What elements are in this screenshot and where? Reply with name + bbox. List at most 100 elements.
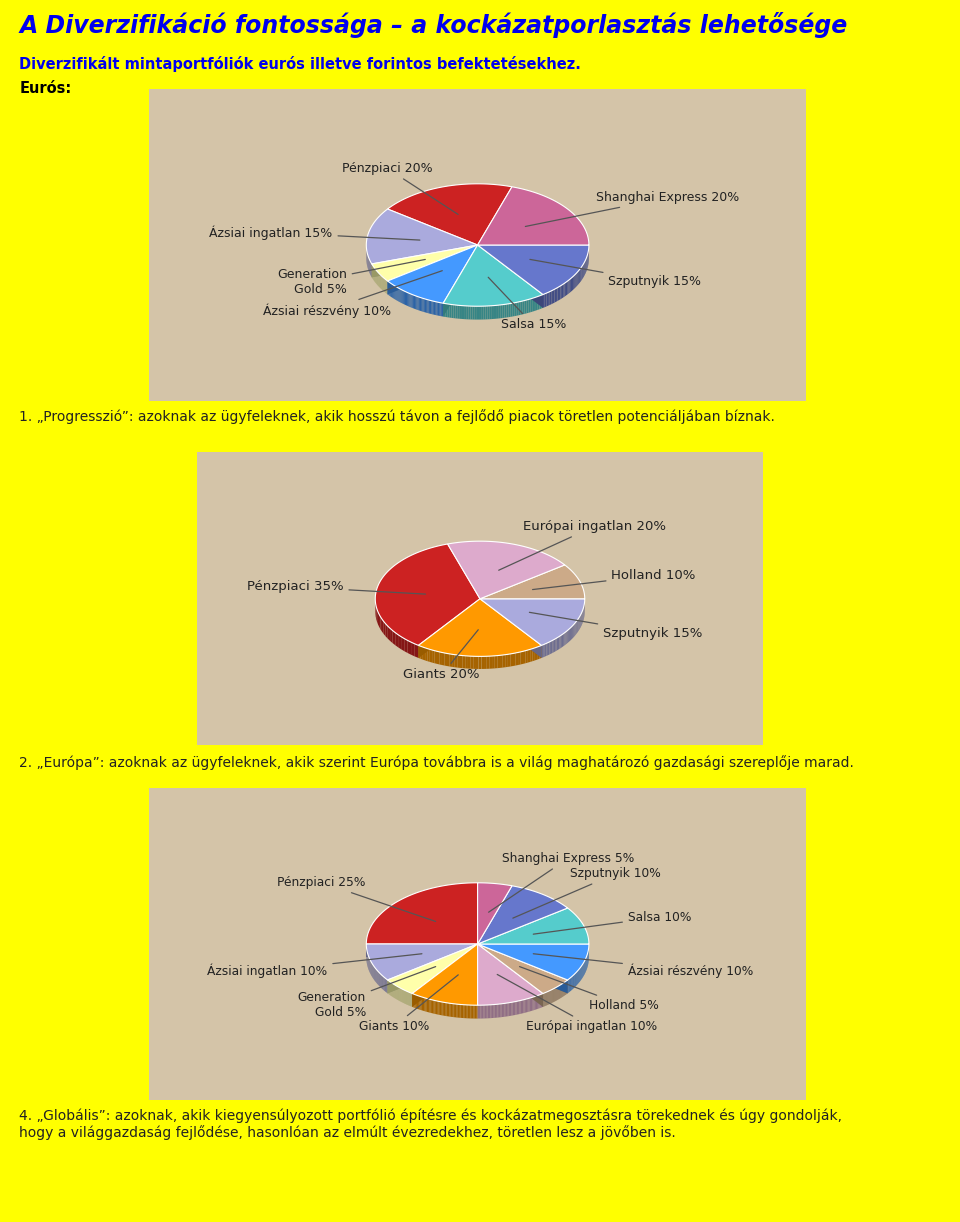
Polygon shape	[397, 287, 398, 302]
Polygon shape	[411, 643, 415, 656]
Polygon shape	[490, 306, 492, 319]
Polygon shape	[475, 307, 477, 320]
Polygon shape	[531, 997, 532, 1011]
Polygon shape	[419, 599, 480, 657]
Polygon shape	[515, 302, 516, 316]
Polygon shape	[518, 1001, 519, 1014]
Polygon shape	[367, 209, 478, 264]
Text: 2. „Európa”: azoknak az ügyfeleknek, akik szerint Európa továbbra is a világ mag: 2. „Európa”: azoknak az ügyfeleknek, aki…	[19, 755, 854, 770]
Polygon shape	[519, 1001, 520, 1014]
Polygon shape	[400, 290, 401, 303]
Polygon shape	[540, 645, 541, 659]
Polygon shape	[467, 1004, 468, 1018]
Polygon shape	[382, 620, 384, 634]
Polygon shape	[433, 1000, 435, 1014]
Polygon shape	[549, 642, 551, 655]
Polygon shape	[472, 1006, 473, 1018]
Polygon shape	[509, 303, 511, 318]
Text: 4. „Globális”: azoknak, akik kiegyensúlyozott portfólió építésre és kockázatmego: 4. „Globális”: azoknak, akik kiegyensúly…	[19, 1108, 842, 1140]
Polygon shape	[422, 298, 423, 312]
Polygon shape	[502, 304, 504, 318]
Polygon shape	[444, 653, 447, 666]
Polygon shape	[388, 943, 478, 993]
Polygon shape	[520, 1000, 522, 1014]
Polygon shape	[442, 303, 444, 316]
Polygon shape	[567, 280, 568, 295]
Polygon shape	[415, 296, 417, 309]
Polygon shape	[396, 633, 398, 648]
Polygon shape	[427, 299, 429, 313]
Polygon shape	[393, 631, 396, 645]
Polygon shape	[571, 277, 572, 292]
Polygon shape	[396, 287, 397, 301]
Polygon shape	[434, 302, 435, 315]
Polygon shape	[430, 301, 431, 314]
Polygon shape	[417, 995, 419, 1009]
Polygon shape	[419, 996, 420, 1009]
Polygon shape	[388, 244, 478, 295]
Polygon shape	[478, 943, 543, 1006]
Polygon shape	[516, 302, 518, 315]
Polygon shape	[543, 644, 544, 657]
Polygon shape	[455, 655, 457, 667]
Text: Európai ingatlan 20%: Európai ingatlan 20%	[498, 519, 665, 571]
Polygon shape	[388, 244, 478, 295]
Polygon shape	[443, 1002, 444, 1015]
Polygon shape	[530, 997, 531, 1012]
Polygon shape	[445, 1002, 446, 1017]
Polygon shape	[451, 304, 453, 318]
Polygon shape	[444, 303, 445, 316]
Polygon shape	[439, 1001, 440, 1015]
Polygon shape	[522, 1000, 523, 1013]
Polygon shape	[559, 286, 561, 301]
Polygon shape	[411, 293, 412, 308]
Polygon shape	[367, 882, 478, 943]
Polygon shape	[491, 1004, 492, 1018]
Polygon shape	[425, 998, 427, 1012]
Polygon shape	[384, 622, 386, 637]
Text: Holland 10%: Holland 10%	[533, 568, 696, 589]
Polygon shape	[453, 1003, 455, 1017]
Polygon shape	[452, 1003, 453, 1017]
Polygon shape	[435, 302, 437, 315]
Polygon shape	[460, 655, 463, 668]
Polygon shape	[388, 626, 390, 640]
Polygon shape	[524, 299, 526, 314]
Polygon shape	[438, 302, 439, 315]
Polygon shape	[552, 639, 554, 653]
Polygon shape	[528, 649, 530, 662]
Polygon shape	[472, 307, 475, 320]
Text: Ázsiai ingatlan 15%: Ázsiai ingatlan 15%	[209, 225, 420, 240]
Polygon shape	[478, 187, 588, 244]
Polygon shape	[507, 1003, 509, 1017]
Polygon shape	[372, 244, 478, 277]
Polygon shape	[571, 627, 572, 640]
Polygon shape	[432, 1000, 433, 1013]
Polygon shape	[404, 291, 405, 304]
Polygon shape	[423, 298, 425, 313]
Polygon shape	[574, 275, 575, 288]
Polygon shape	[452, 654, 455, 667]
Polygon shape	[487, 656, 490, 668]
Polygon shape	[548, 642, 549, 655]
Polygon shape	[388, 244, 478, 303]
Polygon shape	[426, 299, 427, 313]
Polygon shape	[445, 303, 447, 318]
Polygon shape	[413, 295, 414, 309]
Polygon shape	[525, 650, 528, 664]
Polygon shape	[481, 307, 483, 319]
Polygon shape	[462, 306, 464, 319]
Polygon shape	[447, 654, 449, 666]
Polygon shape	[478, 943, 588, 980]
Polygon shape	[513, 303, 515, 316]
Polygon shape	[500, 304, 502, 318]
Polygon shape	[447, 541, 564, 599]
Polygon shape	[496, 1004, 497, 1018]
Polygon shape	[572, 276, 573, 291]
Polygon shape	[379, 615, 380, 629]
Polygon shape	[492, 656, 494, 668]
Polygon shape	[409, 293, 411, 307]
Polygon shape	[534, 996, 535, 1011]
Polygon shape	[540, 993, 541, 1008]
Polygon shape	[543, 293, 544, 308]
